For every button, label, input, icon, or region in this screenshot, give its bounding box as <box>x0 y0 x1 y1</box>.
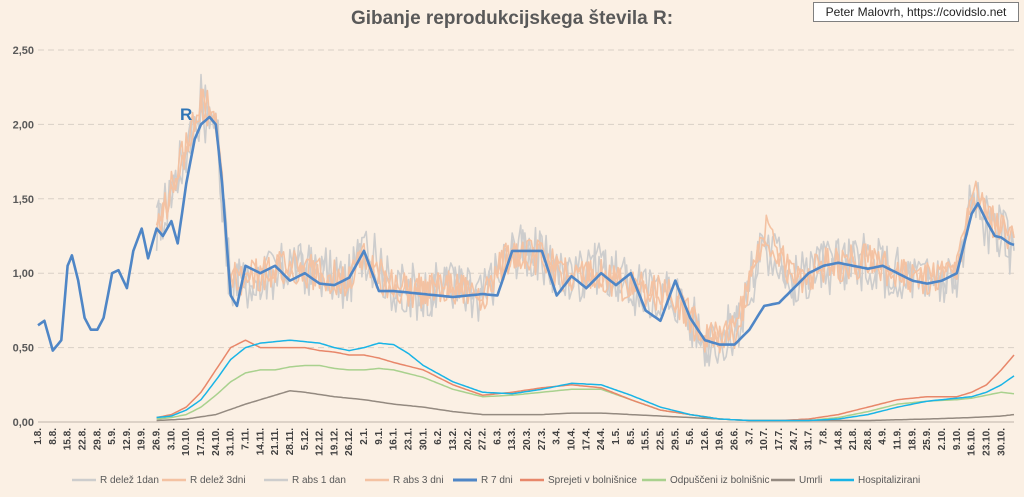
x-tick-label: 9.10. <box>952 428 963 450</box>
x-tick-label: 17.4. <box>581 428 592 450</box>
y-tick-label: 2,50 <box>13 45 34 57</box>
x-tick-label: 4.9. <box>878 428 889 445</box>
series-line-r_delez_1dan <box>155 73 1015 364</box>
y-tick-label: 2,00 <box>13 119 34 131</box>
x-tick-label: 6.3. <box>492 428 503 445</box>
x-tick-label: 25.9. <box>922 428 933 450</box>
x-tick-label: 2.10. <box>937 428 948 450</box>
x-axis: 1.8. 8.8. 15.8. 22.8. 29.8. 5.9. 12.9. 19.9. 26.… <box>33 428 1007 456</box>
x-tick-label: 21.11. <box>270 428 281 455</box>
x-tick-label: 10.4. <box>567 428 578 450</box>
x-tick-label: 3.4. <box>552 428 563 445</box>
series-line-r_7dni <box>37 115 1015 352</box>
x-tick-label: 2.1. <box>359 428 370 445</box>
x-tick-label: 23.1. <box>403 428 414 450</box>
x-tick-label: 29.8. <box>92 428 103 450</box>
x-tick-label: 13.2. <box>448 428 459 450</box>
legend-item: Odpuščeni iz bolnišnic <box>670 475 770 486</box>
x-tick-label: 30.1. <box>418 428 429 450</box>
x-tick-label: 22.5. <box>655 428 666 450</box>
series-line-sprejeti <box>156 339 1015 422</box>
x-tick-label: 15.8. <box>63 428 74 450</box>
chart-title: Gibanje reprodukcijskega števila R: <box>350 8 674 29</box>
x-tick-label: 20.2. <box>463 428 474 450</box>
x-tick-label: 30.10. <box>996 428 1007 456</box>
x-tick-label: 1.5. <box>611 428 622 445</box>
series-line-r_abs_1dan <box>155 106 1015 367</box>
series-line-hospitalizirani <box>156 339 1015 422</box>
series-line-r_abs_3dni <box>155 88 1015 353</box>
x-tick-label: 9.1. <box>374 428 385 445</box>
x-tick-label: 19.9. <box>137 428 148 450</box>
x-tick-label: 17.10. <box>196 428 207 456</box>
x-tick-label: 19.6. <box>715 428 726 450</box>
x-tick-label: 18.9. <box>907 428 918 450</box>
credit-box: Peter Malovrh, https://covidslo.net <box>813 2 1019 22</box>
legend-item: R abs 3 dni <box>393 475 444 486</box>
x-tick-label: 5.12. <box>300 428 311 450</box>
x-tick-label: 12.6. <box>700 428 711 450</box>
x-tick-label: 20.3. <box>522 428 533 450</box>
x-tick-label: 7.11. <box>240 428 251 450</box>
x-tick-label: 12.12. <box>315 428 326 456</box>
x-tick-label: 27.3. <box>537 428 548 450</box>
y-tick-label: 0,50 <box>13 343 34 355</box>
r-annotation: R <box>180 105 192 124</box>
x-tick-label: 31.7. <box>804 428 815 450</box>
legend-item: R 7 dni <box>481 475 513 486</box>
series-line-umrli <box>156 390 1015 422</box>
legend-item: Sprejeti v bolnišnice <box>548 475 637 486</box>
x-tick-label: 10.10. <box>181 428 192 456</box>
x-tick-label: 26.6. <box>730 428 741 450</box>
x-tick-label: 31.10. <box>226 428 237 456</box>
x-tick-label: 28.8. <box>863 428 874 450</box>
legend-item: R abs 1 dan <box>292 475 346 486</box>
legend-item: R delež 1dan <box>100 475 159 486</box>
x-tick-label: 14.8. <box>833 428 844 450</box>
x-tick-label: 6.2. <box>433 428 444 445</box>
x-tick-label: 11.9. <box>893 428 904 450</box>
legend-item: Hospitalizirani <box>858 475 920 486</box>
x-tick-label: 8.5. <box>626 428 637 445</box>
x-tick-label: 23.10. <box>981 428 992 456</box>
x-tick-label: 17.7. <box>774 428 785 450</box>
x-tick-label: 21.8. <box>848 428 859 450</box>
x-tick-label: 19.12. <box>329 428 340 456</box>
y-tick-label: 1,00 <box>13 268 34 280</box>
legend-item: R delež 3dni <box>190 475 246 486</box>
legend-item: Umrli <box>799 475 822 486</box>
y-axis: 0,00 0,50 1,00 1,50 2,00 2,50 <box>13 45 34 429</box>
y-tick-label: 1,50 <box>13 194 34 206</box>
x-tick-label: 3.7. <box>744 428 755 445</box>
x-tick-label: 24.4. <box>596 428 607 450</box>
x-tick-label: 8.8. <box>48 428 59 445</box>
y-tick-label: 0,00 <box>13 417 34 429</box>
x-tick-label: 7.8. <box>818 428 829 445</box>
x-tick-label: 16.1. <box>389 428 400 450</box>
legend: R delež 1dan R delež 3dni R abs 1 dan R abs… <box>72 475 920 486</box>
x-tick-label: 15.5. <box>641 428 652 450</box>
x-tick-label: 24.7. <box>789 428 800 450</box>
x-tick-label: 29.5. <box>670 428 681 450</box>
x-tick-label: 27.2. <box>478 428 489 450</box>
x-tick-label: 26.9. <box>152 428 163 450</box>
x-tick-label: 26.12. <box>344 428 355 456</box>
x-tick-label: 5.9. <box>107 428 118 445</box>
x-tick-label: 14.11. <box>255 428 266 455</box>
series-group <box>37 73 1015 422</box>
x-tick-label: 10.7. <box>759 428 770 450</box>
x-tick-label: 16.10. <box>967 428 978 456</box>
x-tick-label: 13.3. <box>507 428 518 450</box>
x-tick-label: 28.11. <box>285 428 296 455</box>
x-tick-label: 5.6. <box>685 428 696 445</box>
x-tick-label: 3.10. <box>166 428 177 450</box>
x-tick-label: 1.8. <box>33 428 44 445</box>
x-tick-label: 12.9. <box>122 428 133 450</box>
series-line-odpusceni <box>156 364 1015 422</box>
series-line-r_delez_3dni <box>155 88 1015 354</box>
x-tick-label: 22.8. <box>77 428 88 450</box>
x-tick-label: 24.10. <box>211 428 222 456</box>
